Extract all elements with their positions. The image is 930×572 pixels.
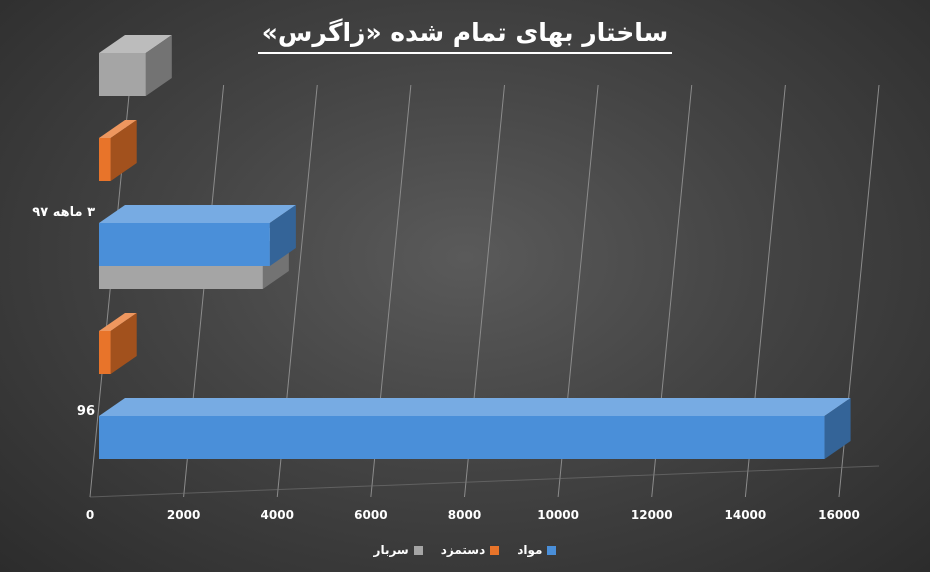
legend-item: مواد xyxy=(517,543,557,557)
x-tick-label: 16000 xyxy=(818,508,860,522)
legend-swatch xyxy=(413,545,423,555)
bar-side xyxy=(145,35,172,96)
bar-side xyxy=(269,205,296,266)
bar-side xyxy=(110,120,137,181)
legend-swatch xyxy=(547,545,557,555)
title-container: ساختار بهای تمام شده «زاگرس» xyxy=(0,18,930,54)
legend-item: سربار xyxy=(374,543,423,557)
x-tick-label: 2000 xyxy=(166,508,201,522)
x-tick-label: 8000 xyxy=(447,508,482,522)
x-tick-label: 0 xyxy=(85,508,95,522)
bar xyxy=(99,138,111,181)
bar-side xyxy=(824,398,851,459)
bar-side xyxy=(110,313,137,374)
legend: مواد دستمزد سربار xyxy=(0,543,930,557)
bar-top xyxy=(99,313,137,331)
category-label: ۳ ماهه ۹۷ xyxy=(32,205,95,220)
legend-swatch xyxy=(490,545,500,555)
x-tick-label: 10000 xyxy=(537,508,579,522)
bar-top xyxy=(99,398,851,416)
legend-label: مواد xyxy=(517,543,543,557)
x-tick-label: 12000 xyxy=(630,508,673,522)
chart-title: ساختار بهای تمام شده «زاگرس» xyxy=(257,18,673,54)
legend-label: دستمزد xyxy=(440,543,486,557)
bar xyxy=(99,416,825,459)
bar-top xyxy=(99,120,137,138)
legend-label: سربار xyxy=(373,543,409,557)
x-tick-label: 14000 xyxy=(724,508,767,522)
bar xyxy=(99,223,270,266)
x-tick-label: 6000 xyxy=(354,508,388,522)
x-tick-label: 4000 xyxy=(260,508,294,522)
category-label: 96 xyxy=(76,404,95,419)
legend-item: دستمزد xyxy=(441,543,500,557)
bar-top xyxy=(99,35,172,53)
bar-top xyxy=(99,205,296,223)
bar xyxy=(99,53,146,96)
floor-edge xyxy=(89,465,880,498)
bar xyxy=(99,331,111,374)
